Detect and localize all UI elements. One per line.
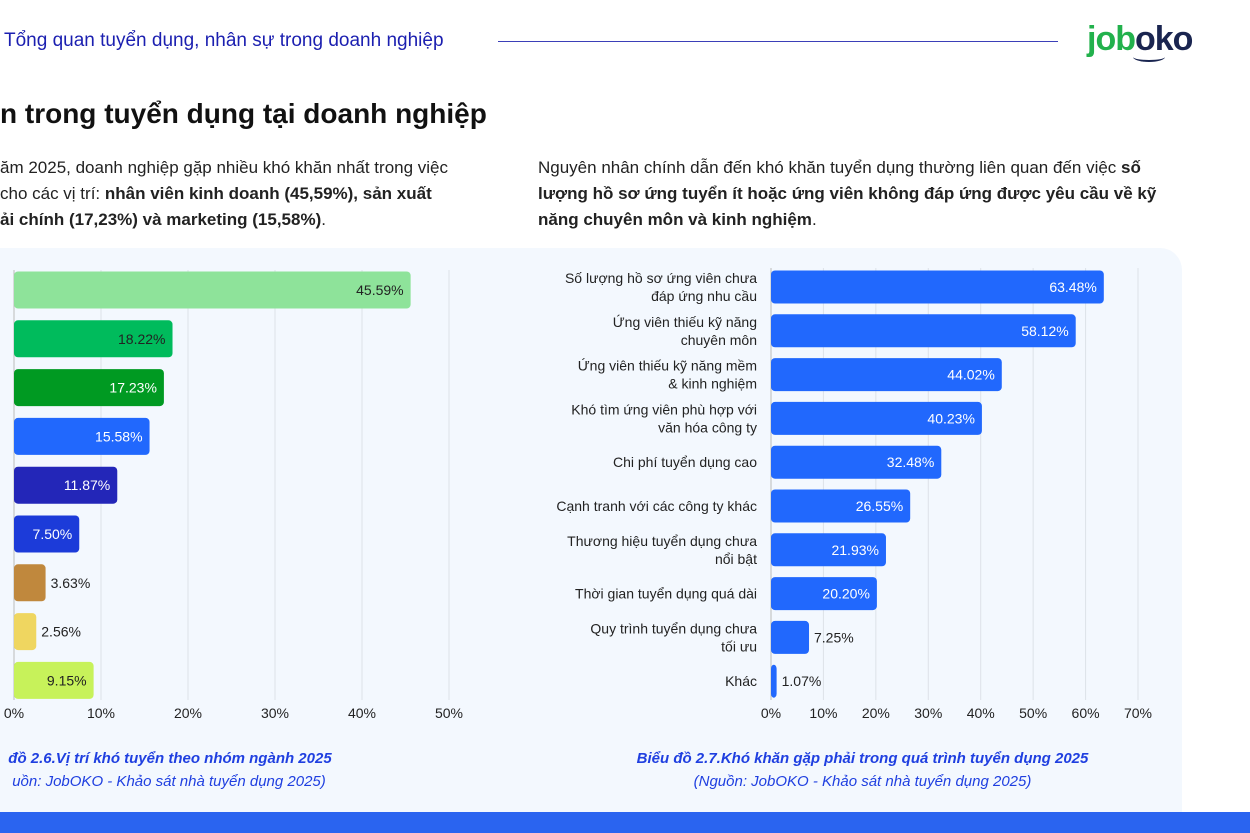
bar-value-label: 58.12% xyxy=(1021,323,1068,339)
x-tick-label: 20% xyxy=(862,705,890,721)
header-divider xyxy=(498,41,1058,42)
text: . xyxy=(811,210,817,229)
bar-value-label: 9.15% xyxy=(47,672,87,688)
category-label: Khó tìm ứng viên phù hợp với xyxy=(571,401,757,417)
category-label: đáp ứng nhu cầu xyxy=(651,288,757,304)
x-tick-label: 40% xyxy=(348,705,376,721)
category-label: chuyên môn xyxy=(681,332,757,348)
bar-value-label: 63.48% xyxy=(1049,279,1096,295)
bar-value-label: 20.20% xyxy=(822,586,869,602)
bar xyxy=(14,613,37,651)
section-title: n trong tuyển dụng tại doanh nghiệp xyxy=(0,98,487,129)
text-bold: ải chính (17,23%) và marketing (15,58%) xyxy=(0,210,322,229)
bar xyxy=(14,564,46,602)
bar xyxy=(14,661,94,699)
x-tick-label: 0% xyxy=(4,705,24,721)
category-label: Cạnh tranh với các công ty khác xyxy=(556,498,757,514)
category-label: tối ưu xyxy=(721,638,757,654)
x-tick-label: 50% xyxy=(435,705,463,721)
bar xyxy=(771,489,911,523)
category-label: Ứng viên thiếu kỹ năng mềm xyxy=(578,358,757,374)
left-chart-source: uồn: JobOKO - Khảo sát nhà tuyển dụng 20… xyxy=(12,773,326,790)
category-label: & kinh nghiệm xyxy=(668,376,757,392)
bar-value-label: 40.23% xyxy=(927,410,974,426)
bar-value-label: 2.56% xyxy=(41,624,81,640)
bar xyxy=(771,533,886,567)
category-label: Chi phí tuyển dụng cao xyxy=(613,454,757,470)
bar-value-label: 3.63% xyxy=(51,575,91,591)
x-tick-label: 60% xyxy=(1072,705,1100,721)
bar xyxy=(14,369,164,407)
left-paragraph: ăm 2025, doanh nghiệp gặp nhiều khó khăn… xyxy=(0,155,490,233)
x-tick-label: 70% xyxy=(1124,705,1152,721)
bar xyxy=(14,271,411,309)
right-chart-title: Biểu đồ 2.7.Khó khăn gặp phải trong quá … xyxy=(636,750,1089,767)
text: cho các vị trí: xyxy=(0,184,105,203)
right-paragraph: Nguyên nhân chính dẫn đến khó khăn tuyển… xyxy=(538,155,1188,233)
category-label: Khác xyxy=(725,673,757,689)
logo-smile xyxy=(1133,52,1165,62)
bar-value-label: 17.23% xyxy=(109,380,156,396)
bar-value-label: 1.07% xyxy=(782,673,822,689)
bar-value-label: 15.58% xyxy=(95,428,142,444)
category-label: nổi bật xyxy=(715,551,757,567)
text: Nguyên nhân chính dẫn đến khó khăn tuyển… xyxy=(538,158,1122,177)
x-tick-label: 50% xyxy=(1019,705,1047,721)
text: . xyxy=(321,210,326,229)
bar xyxy=(771,401,982,435)
bar-value-label: 7.50% xyxy=(33,526,73,542)
bar xyxy=(14,417,150,455)
category-label: Thương hiệu tuyển dụng chưa xyxy=(567,533,757,549)
bar xyxy=(771,270,1104,304)
bar-value-label: 32.48% xyxy=(887,454,934,470)
x-tick-label: 10% xyxy=(87,705,115,721)
footer-bar xyxy=(0,812,1250,833)
category-label: Số lượng hồ sơ ứng viên chưa xyxy=(565,270,757,286)
bar-value-label: 7.25% xyxy=(814,629,854,645)
bar-value-label: 21.93% xyxy=(831,542,878,558)
bar-value-label: 44.02% xyxy=(947,367,994,383)
text: ăm 2025, doanh nghiệp gặp nhiều khó khăn… xyxy=(0,158,449,177)
text-bold: số lượng hồ sơ ứng tuyển ít hoặc ứng viê… xyxy=(538,158,1157,229)
bar xyxy=(771,577,877,611)
bar xyxy=(771,358,1002,392)
bar xyxy=(771,445,942,479)
bar xyxy=(14,320,173,358)
category-label: Ứng viên thiếu kỹ năng xyxy=(613,314,757,330)
bar-value-label: 26.55% xyxy=(856,498,903,514)
category-label: Quy trình tuyển dụng chưa xyxy=(590,620,757,636)
x-tick-label: 40% xyxy=(967,705,995,721)
left-chart-title: đồ 2.6.Vị trí khó tuyển theo nhóm ngành … xyxy=(8,750,332,767)
x-tick-label: 30% xyxy=(914,705,942,721)
x-tick-label: 30% xyxy=(261,705,289,721)
bar xyxy=(771,620,810,654)
joboko-logo: joboko xyxy=(1087,20,1193,58)
x-tick-label: 20% xyxy=(174,705,202,721)
bar-value-label: 45.59% xyxy=(356,282,403,298)
bar xyxy=(771,664,777,698)
x-tick-label: 0% xyxy=(761,705,781,721)
bar xyxy=(771,314,1076,348)
bar-value-label: 18.22% xyxy=(118,331,165,347)
text-bold: nhân viên kinh doanh (45,59%), sản xuất xyxy=(104,184,432,203)
header-title: Tổng quan tuyển dụng, nhân sự trong doan… xyxy=(4,30,444,51)
bar-value-label: 11.87% xyxy=(64,477,110,493)
x-tick-label: 10% xyxy=(809,705,837,721)
right-chart-source: (Nguồn: JobOKO - Khảo sát nhà tuyển dụng… xyxy=(693,773,1032,790)
category-label: Thời gian tuyển dụng quá dài xyxy=(575,586,757,602)
bar xyxy=(14,515,80,553)
category-label: văn hóa công ty xyxy=(658,419,757,435)
bar xyxy=(14,466,118,504)
